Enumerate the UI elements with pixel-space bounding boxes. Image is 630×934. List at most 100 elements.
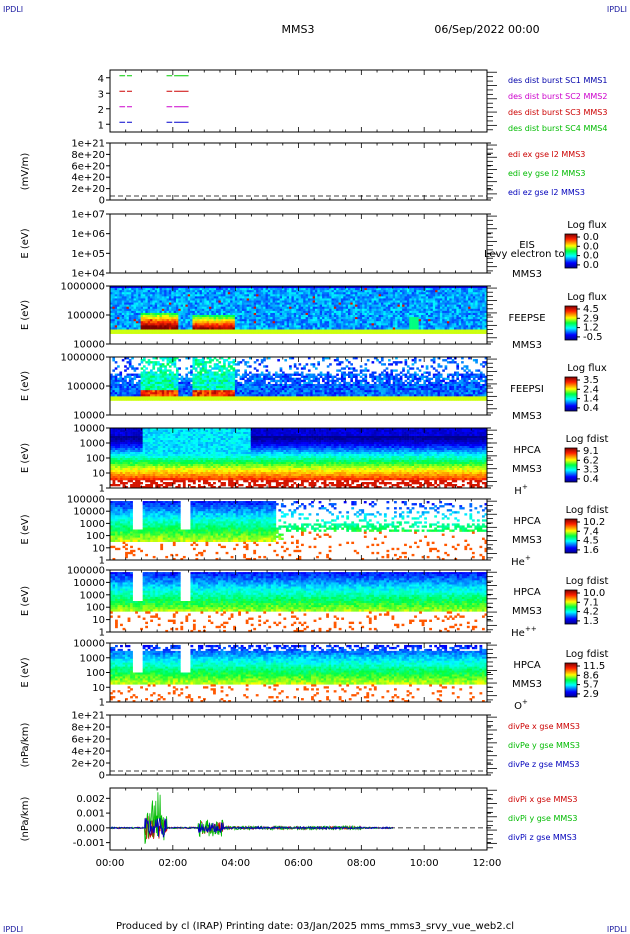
- spectrogram-cell: [166, 290, 170, 293]
- spectrogram-cell: [239, 319, 243, 322]
- spectrogram-cell: [206, 300, 210, 303]
- spectrogram-cell: [406, 323, 410, 326]
- spectrogram-cell: [404, 294, 408, 297]
- spectrogram-cell: [197, 361, 200, 364]
- spectrogram-cell: [183, 296, 186, 299]
- spectrogram-cell: [263, 327, 266, 330]
- spectrogram-cell: [171, 312, 174, 316]
- spectrogram-cell: [147, 294, 151, 297]
- spectrogram-cell: [119, 398, 123, 401]
- spectrogram-cell: [211, 367, 214, 370]
- spectrogram-cell: [131, 329, 134, 332]
- spectrogram-cell: [265, 315, 269, 318]
- spectrogram-cell: [406, 308, 410, 312]
- spectrogram-cell: [267, 321, 271, 324]
- spectrogram-cell: [404, 310, 408, 314]
- spectrogram-cell: [199, 308, 203, 312]
- spectrogram-cell: [380, 288, 384, 291]
- spectrogram-cell: [355, 294, 358, 297]
- spectrogram-cell: [293, 298, 297, 301]
- spectrogram-cell: [298, 315, 302, 318]
- spectrogram-cell: [390, 319, 394, 322]
- spectrogram-cell: [373, 331, 377, 334]
- spectrogram-cell: [274, 312, 278, 316]
- spectrogram-cell: [199, 319, 203, 322]
- spectrogram-cell: [161, 329, 165, 332]
- spectrogram-cell: [223, 367, 226, 370]
- spectrogram-cell: [166, 323, 170, 326]
- spectrogram-cell: [388, 325, 391, 328]
- spectrogram-cell: [230, 386, 233, 389]
- spectrogram-cell: [199, 371, 203, 374]
- spectrogram-cell: [357, 298, 361, 301]
- spectrogram-cell: [406, 331, 410, 334]
- spectrogram-cell: [324, 294, 328, 297]
- spectrogram-cell: [274, 300, 278, 303]
- spectrogram-cell: [470, 296, 474, 299]
- spectrogram-cell: [239, 304, 243, 308]
- spectrogram-cell: [239, 381, 243, 385]
- spectrogram-cell: [465, 317, 469, 320]
- spectrogram-cell: [399, 329, 403, 332]
- spectrogram-cell: [373, 304, 377, 308]
- spectrogram-cell: [416, 292, 419, 295]
- spectrogram-cell: [204, 321, 207, 324]
- spectrogram-cell: [135, 394, 139, 397]
- spectrogram-cell: [322, 288, 325, 291]
- spectrogram-cell: [192, 325, 196, 328]
- spectrogram-cell: [166, 392, 170, 395]
- spectrogram-cell: [140, 371, 144, 374]
- spectrogram-cell: [244, 310, 247, 314]
- spectrogram-cell: [322, 327, 325, 330]
- spectrogram-cell: [373, 298, 377, 301]
- spectrogram-cell: [260, 331, 264, 334]
- spectrogram-cell: [402, 308, 405, 312]
- spectrogram-cell: [213, 327, 217, 330]
- spectrogram-cell: [362, 300, 365, 303]
- spectrogram-cell: [362, 331, 365, 334]
- spectrogram-cell: [319, 292, 323, 295]
- spectrogram-cell: [463, 331, 467, 334]
- spectrogram-cell: [329, 302, 332, 305]
- spectrogram-cell: [409, 296, 412, 299]
- spectrogram-cell: [178, 312, 181, 316]
- spectrogram-cell: [430, 288, 434, 291]
- spectrogram-cell: [218, 294, 222, 297]
- spectrogram-cell: [286, 319, 290, 322]
- spectrogram-cell: [296, 292, 299, 295]
- spectrogram-cell: [345, 286, 349, 289]
- spectrogram-cell: [244, 371, 247, 374]
- spectrogram-cell: [124, 392, 127, 395]
- spectrogram-cell: [230, 325, 233, 328]
- spectrogram-cell: [114, 392, 118, 395]
- spectrogram-cell: [237, 294, 240, 297]
- spectrogram-cell: [199, 327, 203, 330]
- spectrogram-cell: [399, 321, 403, 324]
- spectrogram-cell: [194, 369, 198, 372]
- spectrogram-cell: [282, 296, 285, 299]
- spectrogram-cell: [404, 290, 408, 293]
- spectrogram-cell: [340, 323, 344, 326]
- spectrogram-cell: [204, 377, 207, 381]
- spectrogram-cell: [145, 373, 148, 376]
- spectrogram-cell: [239, 321, 243, 324]
- spectrogram-cell: [378, 327, 382, 330]
- spectrogram-cell: [161, 390, 165, 393]
- spectrogram-cell: [399, 306, 403, 310]
- spectrogram-cell: [192, 304, 196, 308]
- spectrogram-cell: [152, 396, 156, 399]
- spectrogram-cell: [135, 390, 139, 393]
- spectrogram-cell: [164, 323, 167, 326]
- spectrogram-cell: [345, 331, 349, 334]
- spectrogram-cell: [218, 317, 222, 320]
- spectrogram-cell: [246, 379, 250, 383]
- spectrogram-cell: [192, 375, 196, 379]
- spectrogram-cell: [423, 290, 427, 293]
- spectrogram-cell: [157, 288, 160, 291]
- spectrogram-cell: [475, 290, 478, 293]
- spectrogram-cell: [256, 302, 259, 305]
- spectrogram-cell: [220, 310, 224, 314]
- spectrogram-cell: [192, 296, 196, 299]
- spectrogram-cell: [362, 296, 365, 299]
- spectrogram-cell: [147, 317, 151, 320]
